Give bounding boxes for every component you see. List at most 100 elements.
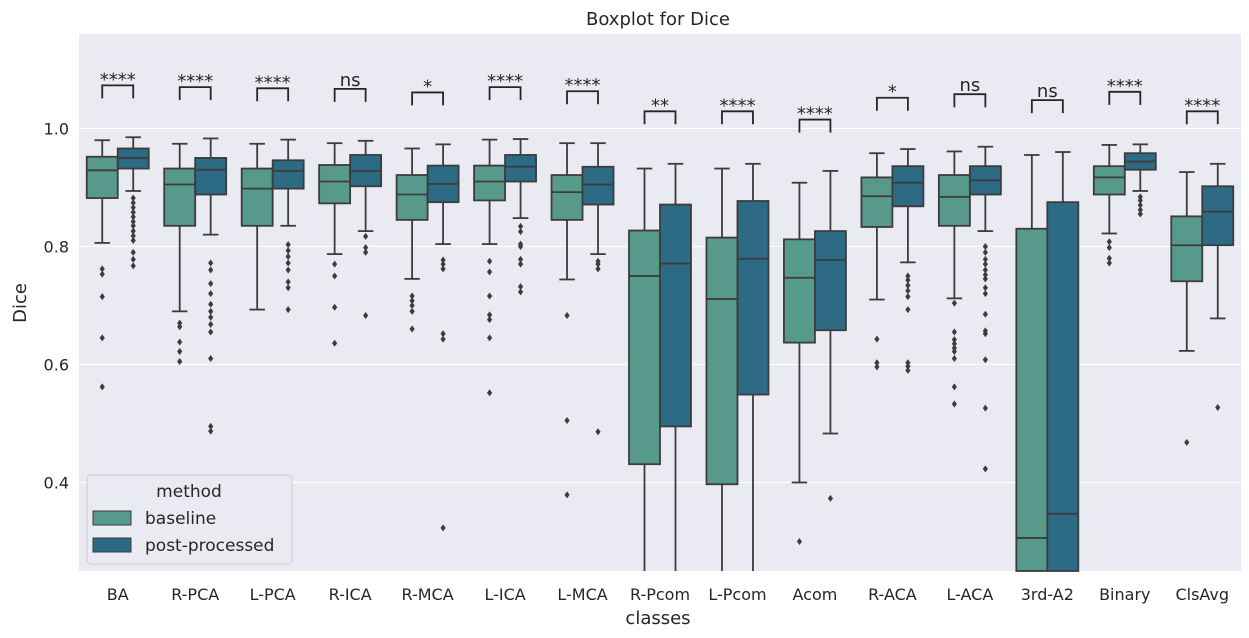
box-Binary-post-processed [1123,143,1157,218]
outlier-point [285,266,291,274]
box-3rd-A2-post-processed [1046,151,1080,572]
legend-label-post-processed: post-processed [145,536,274,556]
legend-swatch-baseline [92,510,132,526]
outlier-point [285,252,291,260]
box-body [891,165,925,208]
box-R-PCA-post-processed [194,137,228,435]
box-body [736,200,770,396]
x-tick-label: Acom [793,585,838,604]
outlier-point [409,297,415,305]
box-body [318,164,352,205]
boxes [85,136,1235,572]
outlier-point [1106,254,1112,262]
x-tick-label: L-ICA [484,585,525,604]
outlier-point [982,327,988,335]
outlier-point [177,338,183,346]
outlier-point [951,328,957,336]
outlier-point [951,383,957,391]
outlier-point [1137,210,1143,218]
outlier-point [332,303,338,311]
significance-label: **** [177,71,213,92]
outlier-point [130,227,136,235]
outlier-point [486,257,493,265]
annotation-R-ICA: ns [333,70,367,102]
outlier-point [982,284,988,292]
box-body [705,236,739,486]
outlier-point [951,299,957,307]
outlier-point [440,330,446,338]
annotation-3rd-A2: ns [1030,81,1064,114]
significance-bracket [643,110,677,125]
outlier-point [208,266,214,274]
significance-label: ** [651,95,669,116]
outlier-point [130,232,136,240]
legend-frame [86,474,293,565]
outlier-point [208,300,214,308]
significance-label: **** [487,71,523,92]
outlier-point [332,272,338,280]
outlier-point [517,222,524,230]
box-R-PCA-baseline [163,142,197,366]
outlier-point [363,232,369,240]
box-body [504,154,537,183]
outlier-point [486,316,493,324]
box-L-Pcom-post-processed [736,162,770,571]
x-tick-label: R-ACA [868,585,917,604]
outlier-point [486,268,493,276]
x-tick-label: R-MCA [402,585,454,604]
outlier-point [363,248,369,256]
box-body [85,155,119,199]
outlier-point [595,428,601,436]
annotation-L-PCA: **** [255,72,291,102]
box-body [395,174,429,221]
outlier-point [951,355,957,363]
outlier-point [130,222,136,230]
outlier-point [827,494,834,502]
annotation-R-PCA: **** [177,71,213,101]
outlier-point [796,537,803,545]
outlier-point [130,237,136,245]
annotation-R-MCA: * [411,76,444,106]
outlier-point [486,389,493,397]
significance-label: ns [959,75,980,96]
y-axis-label: Dice [10,283,31,323]
box-R-MCA-baseline [395,147,429,333]
significance-label: **** [255,72,291,93]
outlier-point [1137,196,1143,204]
box-Acom-baseline [783,181,816,545]
outlier-point [905,281,911,289]
outlier-point [905,293,911,301]
outlier-point [99,293,105,301]
outlier-point [905,362,911,370]
y-tick-label: 1.0 [44,119,69,138]
annotation-L-MCA: **** [565,75,601,105]
significance-annotations: **** **** **** ns * **** ****** **** ***** ns ns **… [100,69,1220,133]
outlier-point [99,270,105,278]
significance-label: **** [1184,95,1220,116]
outlier-point [177,323,183,331]
annotation-R-ACA: * [876,82,909,111]
outlier-point [1184,438,1190,446]
outlier-point [982,242,988,250]
box-body [550,174,584,221]
x-tick-label: Binary [1099,585,1150,604]
legend-label-baseline: baseline [145,509,216,529]
outlier-point [982,260,988,268]
outlier-point [208,290,214,298]
box-body [814,230,847,332]
annotation-L-ICA: **** [487,71,523,101]
box-BA-post-processed [116,136,150,270]
outlier-point [440,335,446,343]
x-tick-label: BA [107,585,129,604]
outlier-point [982,275,988,283]
annotation-BA: **** [100,69,136,99]
significance-label: * [888,82,897,103]
outlier-point [564,311,570,319]
box-body [163,167,197,227]
legend: method baseline post-processed [86,474,293,565]
significance-bracket [1185,110,1219,125]
outlier-point [208,422,214,430]
outlier-point [595,265,601,273]
significance-bracket [411,91,444,106]
y-tick-labels: 0.4 0.6 0.8 1.0 [44,119,69,492]
